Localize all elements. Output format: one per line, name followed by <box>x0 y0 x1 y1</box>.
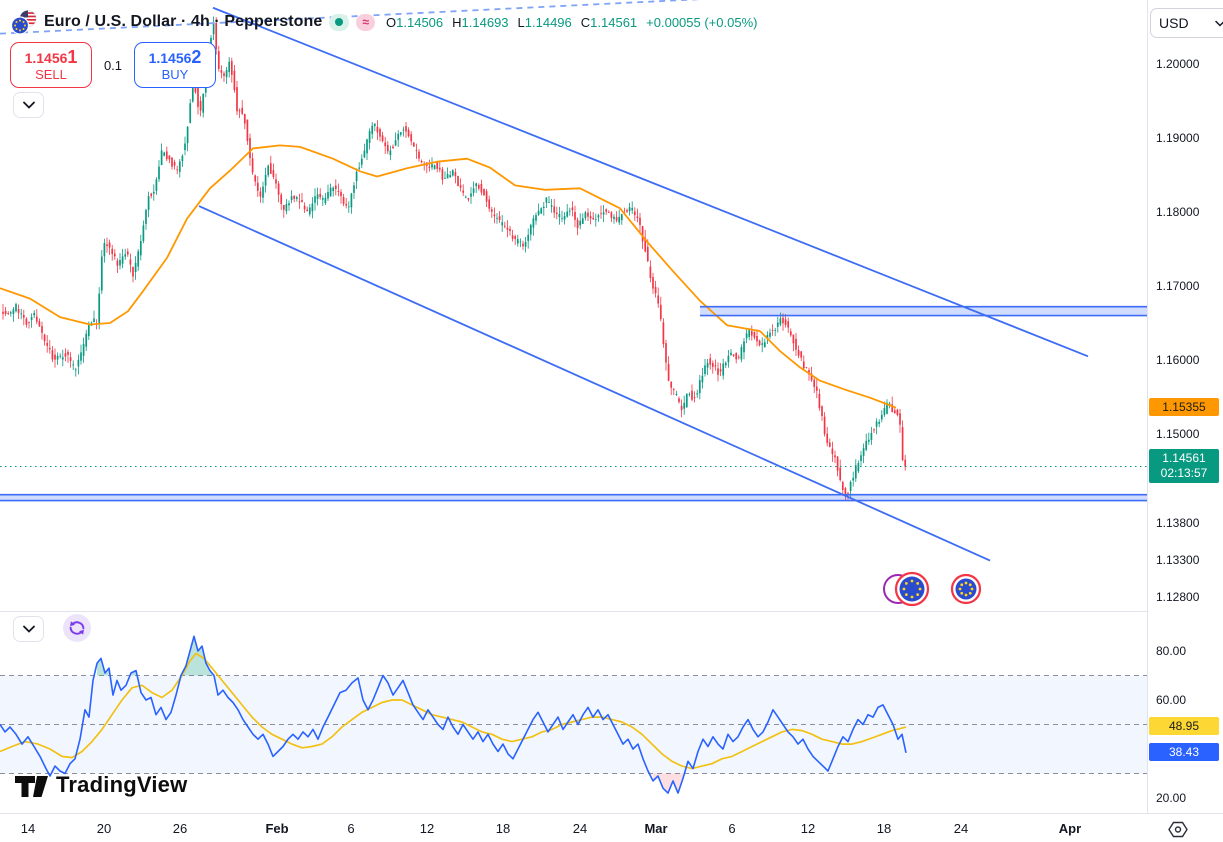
currency-selector[interactable]: USD <box>1150 8 1223 38</box>
ohlc-values: O1.14506 H1.14693 L1.14496 C1.14561 +0.00055… <box>386 15 757 30</box>
price-tick-label: 1.18000 <box>1156 205 1200 219</box>
last-price-badge: 1.14561 02:13:57 <box>1149 449 1219 484</box>
sell-label: SELL <box>35 66 67 82</box>
price-tick-label: 1.13300 <box>1156 552 1200 567</box>
main-chart-canvas[interactable] <box>0 0 1147 611</box>
refresh-sync-icon[interactable] <box>63 614 91 642</box>
time-tick-label: 26 <box>172 821 188 836</box>
time-tick-label: 6 <box>347 821 355 836</box>
price-tick-label: 1.19000 <box>1156 131 1200 145</box>
price-tick-label: 1.20000 <box>1156 57 1200 71</box>
tradingview-logo[interactable]: TradingView <box>14 771 187 798</box>
symbol-title[interactable]: Euro / U.S. Dollar · 4h · Pepperstone <box>44 13 323 30</box>
ohlc-item: O1.14506 <box>386 14 444 30</box>
time-tick-label: 18 <box>876 821 892 836</box>
eurusd-flag-icon <box>10 9 37 35</box>
buy-label: BUY <box>161 66 189 82</box>
ohlc-item: H1.14693 <box>452 14 509 30</box>
price-axis[interactable]: 1.20000 1.19000 1.18000 1.17000 1.16000 1.150… <box>1148 0 1223 813</box>
time-tick-label: Apr <box>1058 821 1082 836</box>
approx-data-icon: ≈ <box>356 13 376 31</box>
price-axis-separator <box>1147 0 1148 842</box>
time-tick-label: 12 <box>419 821 435 836</box>
quantity-value[interactable]: 0.1 <box>103 57 123 73</box>
rsi-pane-canvas[interactable] <box>0 612 1147 812</box>
time-tick-label: Feb <box>265 821 289 836</box>
time-tick-label: 24 <box>572 821 588 836</box>
market-open-icon <box>329 13 350 31</box>
symbol-legend: Euro / U.S. Dollar · 4h · Pepperstone ≈ … <box>10 9 757 35</box>
time-tick-label: 14 <box>20 821 36 836</box>
tradingview-wordmark: TradingView <box>56 771 188 797</box>
price-tick-label: 1.13800 <box>1156 515 1200 530</box>
time-axis[interactable]: 14 20 26 Feb 6 12 18 24 Mar 6 12 18 24 Apr <box>0 813 1223 842</box>
price-tick-label: 1.15000 <box>1156 427 1200 441</box>
chevron-down-icon <box>22 101 35 109</box>
time-tick-label: 12 <box>800 821 816 836</box>
hexagon-settings-icon[interactable] <box>1166 819 1190 840</box>
time-tick-label: 18 <box>495 821 511 836</box>
trade-panel: 1.14561 SELL 0.1 1.14562 BUY <box>10 42 216 88</box>
buy-price: 1.14562 <box>148 47 202 68</box>
time-tick-label: 24 <box>953 821 969 836</box>
rsi-tick-label: 80.00 <box>1156 644 1187 658</box>
ohlc-item: L1.14496 <box>517 14 572 30</box>
ohlc-item: C1.14561 <box>580 14 638 30</box>
rsi-value-badge: 38.43 <box>1149 742 1219 761</box>
price-tick-label: 1.12800 <box>1156 589 1200 604</box>
time-tick-label: 20 <box>96 821 112 836</box>
chevron-down-icon <box>22 625 35 633</box>
sell-button[interactable]: 1.14561 SELL <box>10 42 92 88</box>
rsi-tick-label: 60.00 <box>1156 693 1187 707</box>
currency-value: USD <box>1159 15 1189 31</box>
ohlc-item: +0.00055 (+0.05%) <box>646 14 758 30</box>
ma-price-badge: 1.15355 <box>1149 397 1219 416</box>
rsi-tick-label: 20.00 <box>1156 791 1187 805</box>
price-tick-label: 1.16000 <box>1156 353 1200 367</box>
pane-divider[interactable] <box>0 611 1223 612</box>
rsi-collapse-button[interactable] <box>13 616 44 642</box>
legend-collapse-button[interactable] <box>13 92 44 118</box>
sell-price: 1.14561 <box>24 47 78 68</box>
rsi-ma-badge: 48.95 <box>1149 717 1219 736</box>
buy-button[interactable]: 1.14562 BUY <box>134 42 216 88</box>
price-tick-label: 1.17000 <box>1156 279 1200 293</box>
time-tick-label: 6 <box>728 821 736 836</box>
time-tick-label: Mar <box>644 821 668 836</box>
tradingview-mark-icon <box>15 776 48 797</box>
chevron-down-icon <box>1215 20 1223 27</box>
